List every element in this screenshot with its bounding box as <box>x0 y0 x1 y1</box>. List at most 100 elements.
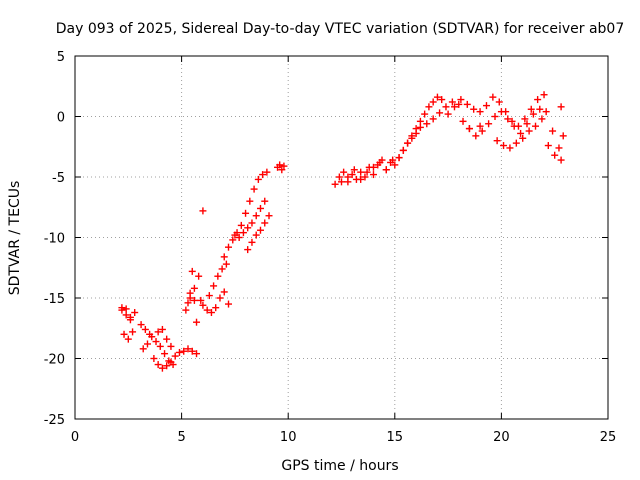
data-point <box>239 229 247 237</box>
data-point <box>120 330 128 338</box>
data-point <box>231 231 239 239</box>
y-tick-label: -25 <box>44 413 65 428</box>
data-point <box>504 115 512 123</box>
data-point <box>122 311 130 319</box>
data-point <box>148 333 156 341</box>
data-point <box>404 139 412 147</box>
data-point <box>389 156 397 164</box>
data-point <box>408 134 416 142</box>
data-point <box>421 110 429 118</box>
x-tick-label: 20 <box>493 430 510 445</box>
x-axis-label: GPS time / hours <box>281 458 398 474</box>
data-point <box>369 171 377 179</box>
data-point <box>244 246 252 254</box>
data-point <box>433 93 441 101</box>
data-point <box>246 197 254 205</box>
data-point <box>519 134 527 142</box>
data-point <box>532 122 540 130</box>
data-point <box>544 142 552 150</box>
data-points <box>118 91 567 372</box>
data-point <box>220 288 228 296</box>
data-point <box>235 234 243 241</box>
data-point <box>210 282 218 290</box>
data-point <box>429 115 437 123</box>
data-point <box>139 345 147 353</box>
data-point <box>276 161 284 169</box>
data-point <box>369 163 377 171</box>
data-point <box>184 345 192 353</box>
data-point <box>551 151 559 159</box>
data-point <box>497 108 505 116</box>
data-point <box>205 292 213 300</box>
data-point <box>463 100 471 108</box>
data-point <box>154 328 162 336</box>
data-point <box>348 171 356 179</box>
data-point <box>478 127 486 135</box>
x-tick-label: 0 <box>71 430 79 445</box>
data-point <box>476 108 484 116</box>
data-point <box>207 309 215 317</box>
data-point <box>214 272 222 280</box>
y-tick-label: -20 <box>44 353 65 368</box>
data-point <box>557 103 565 111</box>
data-point <box>265 212 273 220</box>
data-point <box>331 180 339 188</box>
data-point <box>167 358 175 366</box>
data-point <box>124 335 132 343</box>
data-point <box>222 260 230 268</box>
data-point <box>188 267 196 275</box>
data-point <box>199 301 207 309</box>
data-point <box>180 347 188 355</box>
data-point <box>465 125 473 133</box>
data-point <box>184 299 192 307</box>
data-point <box>508 117 516 125</box>
x-tick-label: 10 <box>280 430 297 445</box>
data-point <box>559 132 567 140</box>
data-point <box>444 110 452 118</box>
data-point <box>259 171 267 179</box>
data-point <box>350 166 358 174</box>
data-point <box>252 231 260 239</box>
data-point <box>517 129 525 137</box>
data-point <box>485 120 493 128</box>
data-point <box>529 110 537 118</box>
data-point <box>555 144 563 152</box>
data-point <box>175 348 183 356</box>
data-point <box>141 325 149 333</box>
y-tick-label: -5 <box>52 171 65 186</box>
data-point <box>158 364 166 372</box>
data-point <box>382 166 390 174</box>
data-point <box>190 296 198 304</box>
data-point <box>182 306 190 314</box>
data-point <box>252 212 260 220</box>
data-point <box>150 355 158 362</box>
data-point <box>225 300 233 308</box>
data-point <box>137 321 145 329</box>
data-point <box>152 338 160 346</box>
data-point <box>527 105 535 113</box>
grid <box>75 56 608 419</box>
data-point <box>395 154 403 162</box>
data-point <box>340 168 348 176</box>
data-point <box>154 361 162 369</box>
data-point <box>500 142 508 150</box>
y-tick-label: -10 <box>44 232 65 247</box>
data-point <box>254 175 262 183</box>
data-point <box>186 289 194 297</box>
y-axis-ticks: 5 0 -5 -10 -15 -20 -25 <box>44 50 608 428</box>
data-point <box>391 161 399 169</box>
data-point <box>163 335 171 343</box>
y-tick-label: 5 <box>57 50 65 65</box>
data-point <box>158 325 166 333</box>
data-point <box>261 197 269 205</box>
data-point <box>163 362 171 370</box>
data-point <box>171 352 179 360</box>
y-tick-label: 0 <box>57 111 65 126</box>
data-point <box>256 204 264 212</box>
data-point <box>495 98 503 106</box>
data-point <box>344 173 352 181</box>
data-point <box>416 123 424 131</box>
x-tick-label: 15 <box>387 430 404 445</box>
data-point <box>357 168 365 176</box>
